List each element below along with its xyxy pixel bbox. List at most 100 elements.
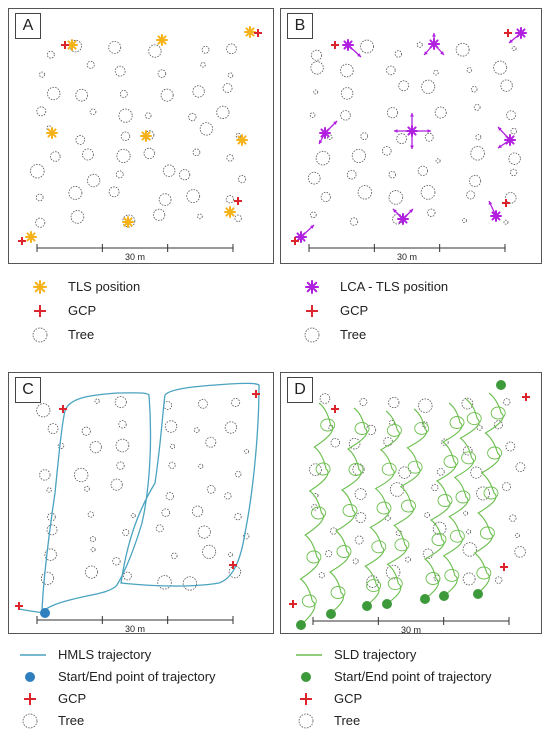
tree-marker [462,572,476,586]
tree-marker [179,169,191,181]
gcp-marker [502,199,510,207]
tree-marker [157,69,167,78]
legend-c: HMLS trajectory Start/End point of traje… [20,644,270,736]
tree-marker [352,558,359,565]
tree-marker [118,108,133,123]
arrow [410,131,414,149]
legend-d: SLD trajectory Start/End point of trajec… [296,644,546,736]
tree-marker [421,79,436,94]
sld-loop [366,579,382,593]
gcp-marker [252,390,260,398]
tree-marker [81,148,94,161]
scale-bar: 30 m [36,616,234,634]
sld-trajectory [329,407,368,614]
tree-marker [503,398,511,406]
tree-marker [466,529,472,535]
tree-marker [505,441,516,452]
tree-marker [398,466,411,479]
tree-marker [394,50,403,58]
tree-marker [405,556,411,563]
tree-marker [39,469,51,481]
tree-marker [386,65,396,76]
arrow [300,224,315,238]
arrow [488,200,497,217]
arrow [497,126,511,141]
sld-loop [348,463,364,476]
sld-loop [414,421,430,435]
tree-marker [206,485,216,494]
tree-marker [89,441,102,454]
tree-marker [36,106,47,117]
gcp-marker [504,29,512,37]
legend-label: HMLS trajectory [58,647,152,662]
tree-marker [119,90,128,98]
sld-loop [443,455,459,468]
scale-bar: 30 m [308,244,506,262]
sld-loop [354,422,370,435]
tree-marker [94,398,100,404]
tree-marker [509,514,517,522]
panel-c: 30 m C [8,372,274,634]
arrow [324,120,338,134]
tree-marker [435,158,441,164]
gcp-cross-icon [300,693,312,705]
tree-marker [462,542,477,557]
gcp-marker [331,405,339,413]
tree-marker [89,108,97,116]
tree-marker [330,437,340,448]
tree-marker [182,576,197,591]
tree-marker [383,436,393,447]
tls-position-marker [236,134,248,146]
panel-b-letter: B [287,13,313,39]
tree-marker [110,478,123,491]
tree-marker [382,146,392,156]
sld-trajectory [473,392,504,594]
panel-d-letter: D [287,377,313,403]
tree-marker [466,190,476,200]
sld-loop [466,412,482,426]
panel-b-map: 30 m [291,27,527,262]
sld-loop [320,418,336,432]
tree-marker [384,515,391,522]
tree-marker [349,217,359,226]
tree-marker [298,713,314,729]
tree-marker [432,521,447,536]
tree-marker [122,528,130,536]
tree-marker [225,195,234,204]
tree-marker [108,186,120,198]
gcp-marker [24,693,36,705]
tree-marker [503,219,509,225]
sld-loop [387,577,403,591]
tree-marker [424,512,430,518]
tree-marker [227,72,234,79]
sld-loop [376,501,392,515]
tree-marker [318,572,325,579]
tree-marker [118,420,127,429]
tree-marker [511,46,517,51]
tree-marker [30,163,45,179]
gcp-cross-icon [34,305,46,317]
tree-marker [90,547,96,553]
tree-marker [130,513,136,519]
tree-marker [514,533,520,538]
tree-marker [114,396,127,409]
tree-marker [155,524,164,533]
tree-marker [222,83,233,93]
tree-marker [417,165,428,176]
start-end-point [362,601,372,611]
tree-marker [114,65,126,77]
arrow [394,129,412,133]
tree-marker [470,85,478,93]
tree-marker [304,327,320,343]
tree-marker [186,189,201,203]
legend-label: Tree [334,713,361,728]
arrow [433,43,445,56]
tree-marker [164,420,178,433]
sld-loop [311,506,326,520]
tree-marker [360,132,369,141]
gcp-marker [15,602,23,610]
tree-marker [327,134,333,140]
tree-marker [466,67,473,73]
legend-dot [25,672,35,682]
tree-marker [234,512,242,521]
